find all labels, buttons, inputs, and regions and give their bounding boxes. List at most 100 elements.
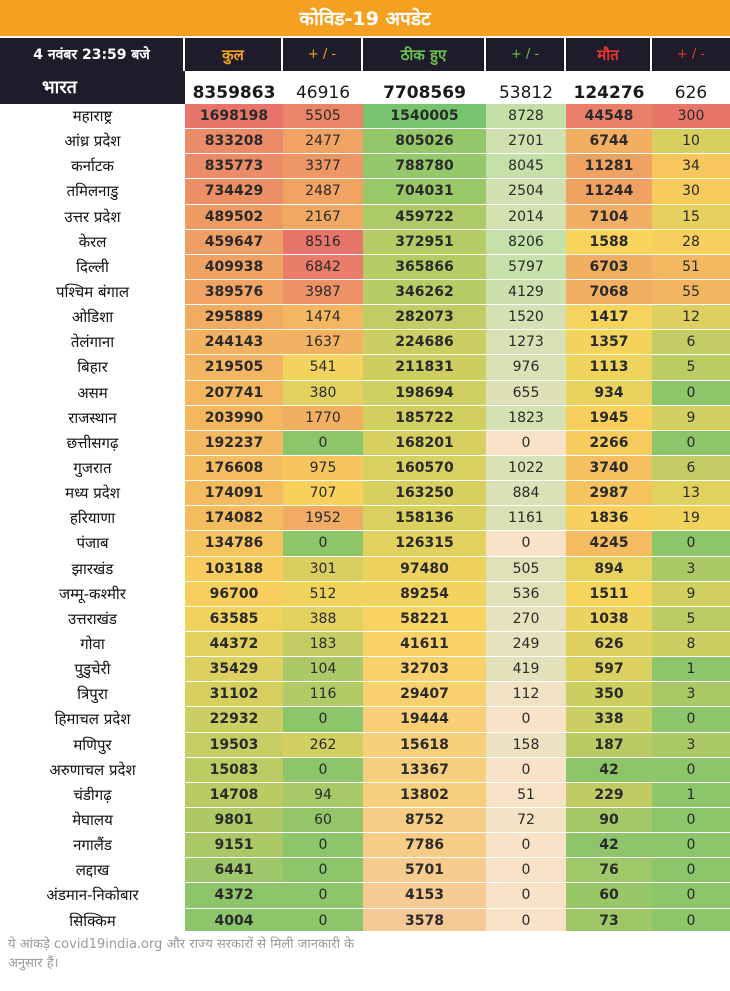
state-name: आंध्र प्रदेश [0, 129, 185, 154]
cell-total-change: 0 [283, 531, 363, 556]
cell-recovered: 163250 [363, 481, 486, 506]
national-recovered: 7708569 [383, 83, 466, 103]
table-row: दिल्ली 409938 6842 365866 5797 6703 51 [0, 254, 730, 280]
cell-recovered-change: 1823 [486, 405, 566, 430]
cell-deaths-change: 10 [652, 129, 730, 154]
cell-recovered: 13802 [363, 782, 486, 807]
state-name: लद्दाख [0, 858, 185, 883]
state-name: त्रिपुरा [0, 682, 185, 707]
table-row: हिमाचल प्रदेश 22932 0 19444 0 338 0 [0, 707, 730, 733]
cell-total: 31102 [185, 682, 283, 707]
table-row: असम 207741 380 198694 655 934 0 [0, 380, 730, 406]
table-row: मेघालय 9801 60 8752 72 90 0 [0, 807, 730, 834]
cell-recovered: 4153 [363, 883, 486, 908]
cell-recovered-change: 0 [486, 858, 566, 883]
cell-recovered-change: 51 [486, 782, 566, 807]
cell-total: 96700 [185, 581, 283, 606]
table-row: नगालैंड 9151 0 7786 0 42 0 [0, 833, 730, 859]
cell-deaths: 350 [566, 682, 652, 707]
cell-recovered-change: 536 [486, 581, 566, 606]
cell-recovered: 788780 [363, 154, 486, 179]
cell-deaths-change: 0 [652, 531, 730, 556]
cell-recovered-change: 0 [486, 707, 566, 732]
cell-deaths: 73 [566, 908, 652, 933]
cell-recovered-change: 419 [486, 657, 566, 682]
cell-deaths-change: 1 [652, 782, 730, 807]
cell-recovered-change: 1022 [486, 455, 566, 481]
state-name: गोवा [0, 631, 185, 657]
cell-deaths-change: 9 [652, 581, 730, 606]
cell-total: 219505 [185, 355, 283, 380]
cell-deaths: 7104 [566, 204, 652, 229]
cell-recovered-change: 8045 [486, 154, 566, 179]
cell-total: 19503 [185, 732, 283, 757]
cell-total-change: 0 [283, 883, 363, 908]
header-total-change: + / - [283, 38, 363, 71]
page-title: कोविड-19 अपडेट [0, 0, 730, 38]
cell-recovered-change: 158 [486, 732, 566, 757]
cell-recovered: 7786 [363, 833, 486, 858]
state-name: चंडीगढ़ [0, 782, 185, 807]
state-name: पुडुचेरी [0, 657, 185, 682]
header-recovered: ठीक हुए [363, 38, 486, 71]
state-name: उत्तराखंड [0, 606, 185, 631]
cell-total-change: 6842 [283, 254, 363, 279]
cell-deaths: 76 [566, 858, 652, 883]
cell-recovered-change: 249 [486, 631, 566, 657]
cell-total: 35429 [185, 657, 283, 682]
cell-deaths: 1511 [566, 581, 652, 606]
cell-recovered-change: 0 [486, 531, 566, 556]
cell-total: 44372 [185, 631, 283, 657]
cell-deaths-change: 1 [652, 657, 730, 682]
cell-recovered: 168201 [363, 430, 486, 455]
cell-total-change: 541 [283, 355, 363, 380]
cell-recovered: 185722 [363, 405, 486, 430]
cell-deaths-change: 6 [652, 455, 730, 481]
national-deaths: 124276 [573, 83, 645, 103]
national-recovered-change: 53812 [498, 83, 554, 103]
cell-recovered: 58221 [363, 606, 486, 631]
cell-recovered: 29407 [363, 682, 486, 707]
cell-deaths: 2266 [566, 430, 652, 455]
state-name: असम [0, 380, 185, 405]
table-row: छत्तीसगढ़ 192237 0 168201 0 2266 0 [0, 430, 730, 456]
cell-deaths-change: 13 [652, 481, 730, 506]
table-row: अंडमान-निकोबार 4372 0 4153 0 60 0 [0, 883, 730, 909]
cell-recovered: 704031 [363, 179, 486, 204]
table-row: हरियाणा 174082 1952 158136 1161 1836 19 [0, 506, 730, 532]
cell-deaths: 42 [566, 833, 652, 858]
cell-recovered-change: 8728 [486, 104, 566, 129]
cell-deaths-change: 15 [652, 204, 730, 229]
national-deaths-change: 626 [674, 83, 708, 103]
cell-deaths: 2987 [566, 481, 652, 506]
cell-total: 244143 [185, 330, 283, 355]
cell-deaths-change: 51 [652, 254, 730, 279]
cell-deaths-change: 0 [652, 707, 730, 732]
footer: ये आंकड़े covid19india.org और राज्य सरका… [0, 931, 730, 991]
cell-total-change: 104 [283, 657, 363, 682]
state-name: केरल [0, 229, 185, 254]
state-name: राजस्थान [0, 405, 185, 430]
state-name: उत्तर प्रदेश [0, 204, 185, 229]
cell-recovered-change: 5797 [486, 254, 566, 279]
cell-recovered: 8752 [363, 807, 486, 833]
cell-recovered: 89254 [363, 581, 486, 606]
table-row: आंध्र प्रदेश 833208 2477 805026 2701 6744 10 [0, 129, 730, 155]
cell-total: 103188 [185, 556, 283, 581]
cell-deaths-change: 34 [652, 154, 730, 179]
cell-deaths: 1588 [566, 229, 652, 254]
cell-total: 459647 [185, 229, 283, 254]
national-name: भारत [0, 71, 185, 104]
state-name: झारखंड [0, 556, 185, 581]
state-table: महाराष्ट्र 1698198 5505 1540005 8728 44548 300… [0, 104, 730, 934]
cell-deaths: 1357 [566, 330, 652, 355]
cell-recovered: 198694 [363, 380, 486, 405]
cell-deaths-change: 8 [652, 631, 730, 657]
cell-recovered-change: 2701 [486, 129, 566, 154]
table-row: कर्नाटक 835773 3377 788780 8045 11281 34 [0, 154, 730, 180]
cell-recovered: 126315 [363, 531, 486, 556]
cell-total-change: 301 [283, 556, 363, 581]
cell-deaths-change: 6 [652, 330, 730, 355]
table-row: बिहार 219505 541 211831 976 1113 5 [0, 355, 730, 381]
cell-deaths-change: 5 [652, 355, 730, 380]
